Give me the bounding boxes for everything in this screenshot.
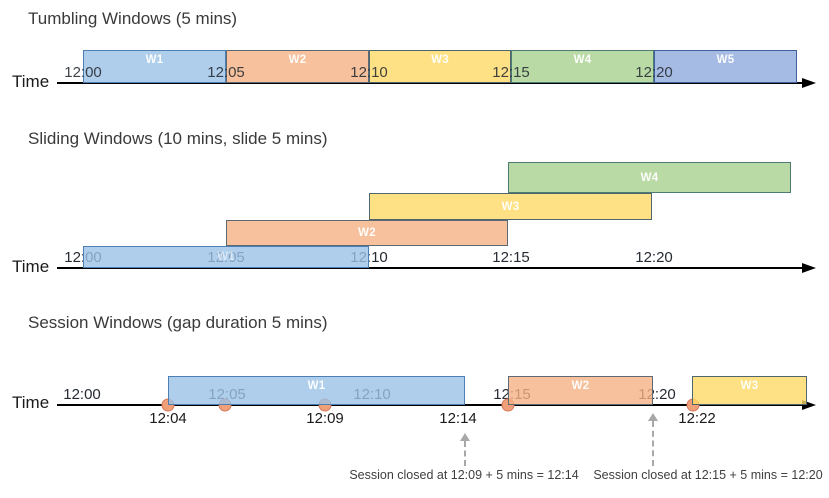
- dashed-arrow-head-icon: [460, 433, 470, 441]
- window-box-sliding-w4: W4: [508, 162, 791, 193]
- time-axis-label-session: Time: [12, 393, 50, 412]
- dashed-arrow-head-icon: [648, 413, 658, 421]
- window-box-session-w3: W3: [692, 376, 807, 405]
- window-label: W2: [358, 227, 376, 239]
- section-title-tumbling: Tumbling Windows (5 mins): [28, 9, 238, 28]
- window-label: W1: [307, 380, 326, 392]
- window-box-tumbling-w2: W2: [226, 50, 369, 83]
- time-axis-label-tumbling: Time: [12, 72, 50, 91]
- axis-tick-label: 12:10: [350, 64, 388, 81]
- window-label: W3: [431, 54, 449, 66]
- event-time-label: 12:04: [149, 410, 187, 427]
- dashed-arrow-line: [464, 441, 466, 466]
- time-axis-arrow-icon: [802, 399, 816, 410]
- window-label: W3: [501, 200, 520, 213]
- window-label: W2: [571, 380, 590, 392]
- window-box-tumbling-w5: W5: [654, 50, 797, 83]
- axis-tick-label: 12:15: [492, 249, 530, 266]
- section-title-sliding: Sliding Windows (10 mins, slide 5 mins): [28, 129, 328, 148]
- time-axis-label-sliding: Time: [12, 257, 50, 276]
- event-time-label: 12:14: [439, 410, 477, 427]
- window-label: W4: [573, 54, 592, 66]
- axis-tick-label: 12:00: [64, 64, 102, 81]
- event-time-label: 12:09: [306, 410, 344, 427]
- dashed-arrow-line: [652, 421, 654, 466]
- window-box-session-w1: W1: [168, 376, 465, 405]
- time-axis-line-sliding: [57, 267, 802, 269]
- time-axis-arrow-icon: [802, 262, 816, 273]
- window-box-sliding-w2: W2: [226, 220, 508, 246]
- event-time-label: 12:22: [678, 410, 716, 427]
- window-box-sliding-w3: W3: [369, 193, 652, 220]
- window-box-session-w2: W2: [508, 376, 653, 405]
- axis-tick-label: 12:15: [492, 64, 530, 81]
- window-box-tumbling-w4: W4: [511, 50, 654, 83]
- session-close-note: Session closed at 12:15 + 5 mins = 12:20: [593, 468, 823, 482]
- window-label: W1: [217, 251, 235, 263]
- axis-tick-label: 12:00: [63, 386, 101, 403]
- section-title-session: Session Windows (gap duration 5 mins): [28, 313, 328, 332]
- time-axis-line-session: [57, 404, 802, 406]
- window-label: W1: [145, 54, 164, 66]
- session-close-note: Session closed at 12:09 + 5 mins = 12:14: [349, 468, 579, 482]
- axis-tick-label: 12:20: [635, 64, 673, 81]
- window-label: W2: [288, 54, 307, 66]
- window-box-sliding-w1: W1: [83, 246, 369, 268]
- window-label: W3: [740, 380, 759, 392]
- axis-tick-label: 12:20: [635, 249, 673, 266]
- window-label: W5: [716, 54, 735, 66]
- window-label: W4: [640, 171, 659, 184]
- time-axis-arrow-icon: [802, 77, 816, 88]
- window-box-tumbling-w1: W1: [83, 50, 226, 83]
- axis-tick-label: 12:05: [207, 64, 245, 81]
- time-axis-line-tumbling: [57, 82, 802, 84]
- window-box-tumbling-w3: W3: [369, 50, 511, 83]
